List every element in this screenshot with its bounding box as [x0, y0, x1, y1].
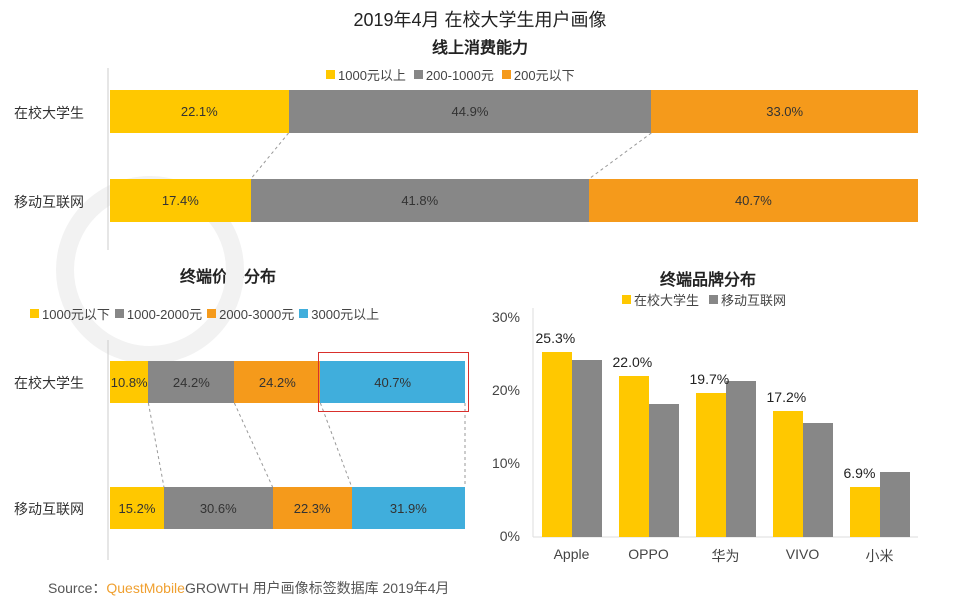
bar-segment: 24.2% [148, 361, 235, 403]
x-tick-label: OPPO [628, 546, 669, 562]
x-tick-label: 小米 [865, 548, 894, 564]
bar [618, 376, 649, 537]
bar [772, 411, 803, 537]
legend-swatch [326, 70, 335, 79]
bar-segment: 30.6% [163, 487, 273, 529]
bar [541, 352, 572, 537]
category-label: 在校大学生 [14, 375, 84, 391]
bar-segment: 40.7% [320, 361, 465, 403]
bar-segment: 15.2% [110, 487, 164, 529]
legend-item: 1000-2000元 [114, 304, 203, 323]
bar-segment: 22.3% [272, 487, 352, 529]
y-tick-label: 30% [491, 309, 520, 325]
bar-segment: 33.0% [651, 90, 918, 133]
y-tick-label: 20% [491, 382, 520, 398]
data-label: 17.2% [766, 389, 807, 406]
connector-line [588, 132, 652, 180]
data-label: 25.3% [535, 330, 576, 347]
bar [571, 360, 602, 537]
legend: 1000元以上 200-1000元 200元以下 [326, 65, 575, 84]
legend-swatch [709, 295, 719, 304]
bar-segment: 22.1% [110, 90, 289, 133]
legend-swatch [501, 70, 511, 79]
bar-segment: 40.7% [588, 179, 918, 222]
highlight-box [318, 352, 469, 412]
legend-swatch [114, 309, 124, 318]
legend-label: 移动互联网 [721, 293, 787, 308]
legend-item: 移动互联网 [709, 290, 786, 309]
legend-label: 200元以下 [513, 68, 575, 83]
connector-line [250, 132, 289, 180]
legend-label: 200-1000元 [425, 68, 494, 83]
legend-item: 200元以下 [501, 65, 575, 84]
data-label: 22.0% [612, 354, 653, 371]
legend: 1000元以下 1000-2000元 2000-3000元 3000元以上 [30, 304, 379, 323]
legend-swatch [299, 309, 309, 318]
chart1-title: 线上消费能力 [431, 40, 528, 57]
bar-segment: 17.4% [110, 179, 251, 222]
chart3-title: 终端品牌分布 [660, 272, 757, 289]
legend-swatch [30, 309, 39, 318]
legend-item: 3000元以上 [299, 304, 379, 323]
category-label: 移动互联网 [14, 501, 84, 517]
connector-line [233, 402, 274, 488]
legend-swatch [207, 309, 217, 318]
category-label: 在校大学生 [14, 104, 84, 121]
bar-segment: 41.8% [250, 179, 589, 222]
data-label: 19.7% [689, 371, 730, 388]
legend-label: 1000-2000元 [126, 307, 203, 322]
connector-line [319, 402, 353, 488]
bar-segment: 31.9% [351, 487, 465, 529]
bar-segment: 44.9% [288, 90, 652, 133]
x-tick-label: 华为 [711, 548, 740, 564]
legend-swatch [622, 295, 631, 304]
bar [802, 423, 833, 537]
legend-item: 1000元以上 [326, 65, 406, 84]
x-tick-label: VIVO [785, 546, 820, 562]
bar [648, 404, 679, 537]
connector-line [147, 402, 165, 488]
legend-label: 在校大学生 [634, 293, 700, 308]
x-tick-label: Apple [553, 546, 590, 562]
source-brand: QuestMobile [106, 580, 185, 596]
legend-item: 2000-3000元 [207, 304, 294, 323]
legend-swatch [413, 70, 423, 79]
legend-label: 1000元以下 [42, 307, 110, 322]
source-prefix: Source： [48, 580, 107, 596]
bar-segment: 10.8% [110, 361, 149, 403]
bar [849, 486, 880, 537]
legend-item: 200-1000元 [413, 65, 494, 84]
legend-item: 在校大学生 [622, 290, 699, 309]
legend-label: 1000元以上 [338, 68, 406, 83]
source-text: GROWTH 用户画像标签数据库 2019年4月 [184, 580, 450, 596]
data-label: 6.9% [843, 464, 876, 481]
legend-item: 1000元以下 [30, 304, 110, 323]
bar-segment: 24.2% [234, 361, 321, 403]
bar [695, 393, 726, 537]
bar [725, 380, 756, 537]
y-tick-label: 0% [499, 528, 520, 544]
y-tick-label: 10% [491, 455, 520, 471]
bar [879, 472, 910, 537]
category-label: 移动互联网 [14, 193, 84, 210]
legend-label: 3000元以上 [311, 307, 380, 322]
legend-label: 2000-3000元 [219, 307, 295, 322]
page-title: 2019年4月 在校大学生用户画像 [353, 10, 607, 30]
legend: 在校大学生 移动互联网 [622, 290, 786, 309]
source-note: Source：QuestMobileGROWTH 用户画像标签数据库 2019年… [48, 578, 449, 598]
